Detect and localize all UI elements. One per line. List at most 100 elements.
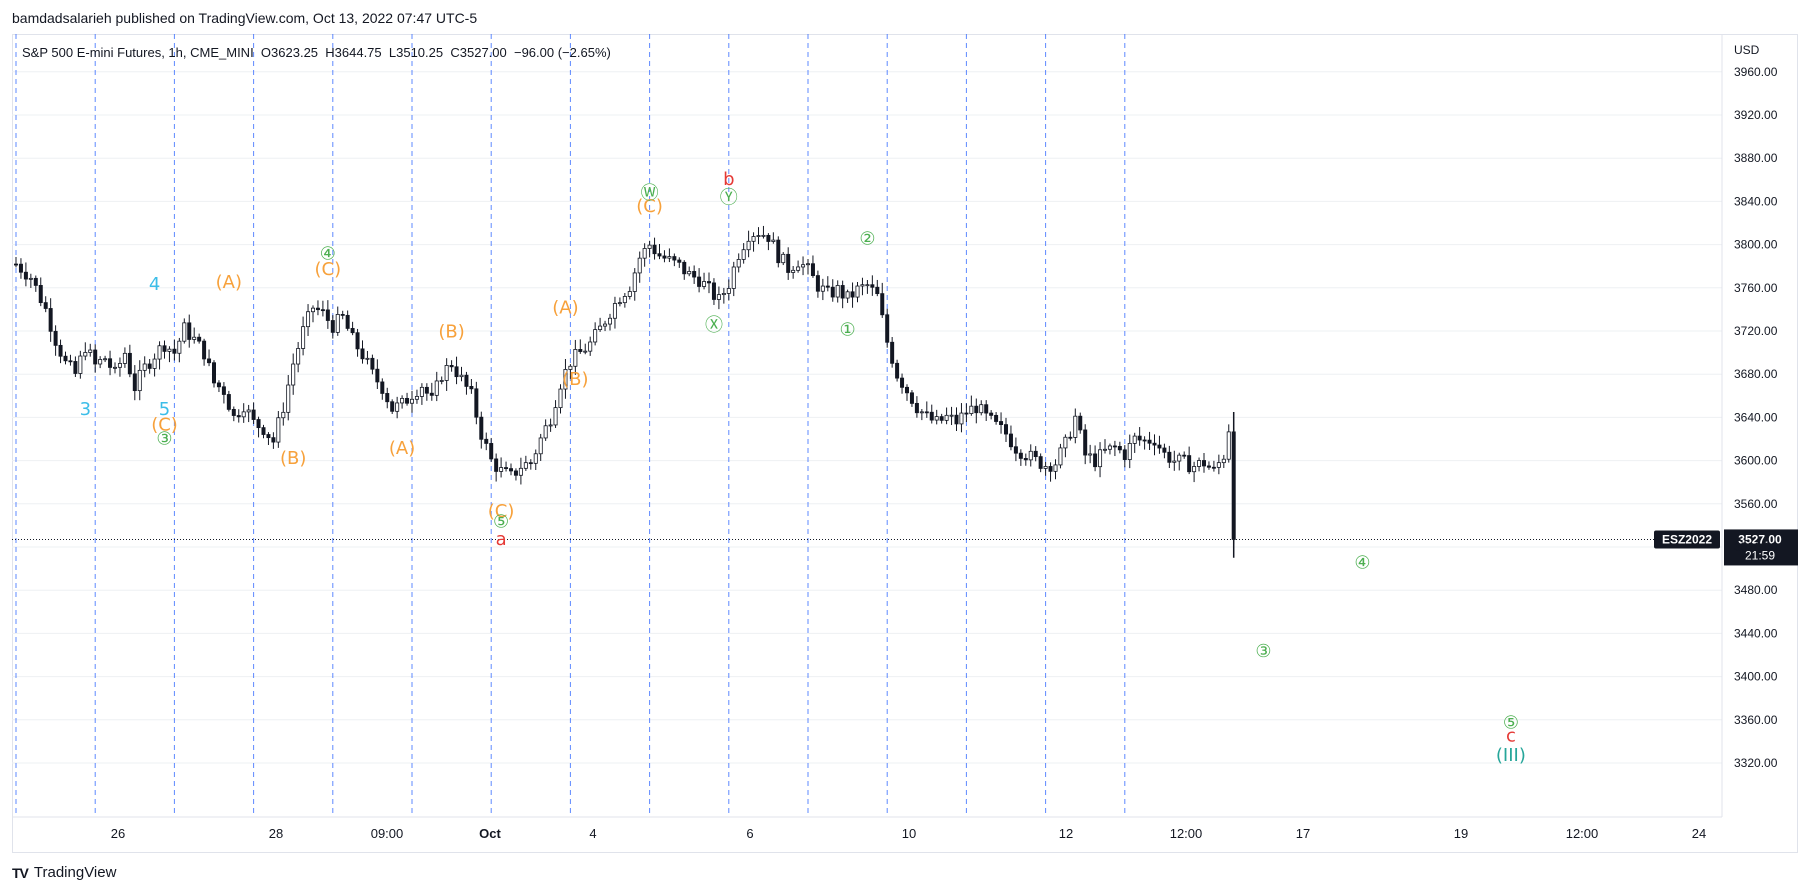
candle-body	[494, 458, 499, 472]
candle-body	[103, 358, 108, 361]
candle-body	[68, 360, 73, 363]
tradingview-logo-icon: TV	[12, 864, 29, 881]
y-tick-label: 3640.00	[1734, 410, 1778, 424]
candle-body	[414, 396, 419, 400]
candle-body	[627, 291, 632, 297]
y-tick-label: 3400.00	[1734, 670, 1778, 684]
candle-body	[870, 284, 875, 288]
candle-body	[513, 470, 518, 476]
wave-label: Ⓦ	[641, 183, 659, 204]
candle-body	[13, 263, 18, 266]
candle-body	[568, 365, 573, 370]
candle-body	[890, 341, 895, 364]
candle-body	[603, 323, 608, 327]
candle-body	[172, 348, 177, 354]
candle-body	[43, 302, 48, 309]
candle-body	[241, 411, 246, 418]
candle-body	[865, 284, 870, 287]
x-tick-label: 12:00	[1566, 826, 1599, 841]
candle-body	[1177, 454, 1182, 462]
candle-body	[108, 358, 113, 368]
price-line: ESZ2022 3527.00 21:59	[12, 529, 1798, 566]
candle-body	[449, 365, 454, 368]
candle-body	[73, 361, 78, 374]
candle-body	[1068, 436, 1073, 439]
candle-body	[885, 314, 890, 343]
candle-body	[246, 409, 251, 413]
candle-body	[974, 405, 979, 414]
candle-body	[687, 271, 692, 275]
candle-body	[820, 285, 825, 292]
candle-body	[78, 355, 83, 374]
y-tick-label: 3800.00	[1734, 238, 1778, 252]
candle-body	[929, 411, 934, 421]
wave-label: ⑤	[493, 512, 509, 533]
candle-body	[48, 308, 53, 332]
y-tick-label: 3920.00	[1734, 108, 1778, 122]
candle-body	[424, 386, 429, 394]
candle-body	[919, 411, 924, 414]
x-tick-label: 19	[1454, 826, 1468, 841]
y-tick-label: 3680.00	[1734, 367, 1778, 381]
candle-body	[147, 363, 152, 369]
candle-body	[1018, 452, 1023, 459]
candle-body	[98, 359, 103, 365]
candle-body	[113, 366, 118, 369]
legend-close: C3527.00	[450, 45, 507, 60]
candle-body	[588, 341, 593, 352]
wave-label: 3	[80, 399, 91, 420]
candle-body	[1226, 431, 1231, 460]
price-tag-countdown: 21:59	[1745, 548, 1775, 562]
candle-body	[1206, 465, 1211, 468]
legend-open: O3623.25	[260, 45, 319, 60]
y-tick-label: 3880.00	[1734, 151, 1778, 165]
candle-body	[469, 386, 474, 390]
candle-body	[345, 314, 350, 329]
candle-body	[840, 285, 845, 299]
candle-body	[533, 453, 538, 464]
candle-body	[1038, 456, 1043, 469]
candle-body	[385, 393, 390, 403]
candle-body	[984, 404, 989, 414]
wave-annotations: 43 5(C)③(A)(B)④(C)(B)(A)(C)⑤a(A)(B)(C)ⓌbⓎ…	[80, 169, 1526, 766]
vertical-dashed-lines	[15, 34, 1126, 817]
candle-body	[875, 286, 880, 295]
tradingview-brand[interactable]: TV TradingView	[12, 864, 116, 881]
candle-body	[375, 368, 380, 383]
candle-body	[1152, 442, 1157, 446]
y-tick-label: 3600.00	[1734, 454, 1778, 468]
brand-name: TradingView	[33, 864, 117, 881]
candle-body	[553, 407, 558, 426]
candle-body	[1167, 451, 1172, 463]
wave-label: (A)	[389, 438, 415, 459]
wave-label: (C)	[151, 414, 178, 435]
candle-body	[796, 266, 801, 271]
candle-body	[122, 352, 127, 364]
candle-body	[1008, 433, 1013, 448]
candle-body	[231, 408, 236, 416]
candle-body	[1098, 449, 1103, 468]
candle-body	[1043, 466, 1048, 469]
candle-body	[370, 357, 375, 370]
candle-body	[350, 328, 355, 334]
candle-body	[934, 416, 939, 421]
candle-body	[1107, 445, 1112, 450]
candle-body	[726, 288, 731, 294]
candle-body	[1157, 444, 1162, 449]
candle-body	[1083, 429, 1088, 456]
x-tick-label: 6	[746, 826, 753, 841]
candle-body	[1197, 460, 1202, 467]
candle-body	[612, 303, 617, 319]
candle-body	[459, 374, 464, 378]
candle-body	[1187, 455, 1192, 473]
candle-body	[202, 340, 207, 360]
wave-label: ③	[156, 428, 172, 449]
candle-body	[504, 467, 509, 469]
candle-body	[197, 336, 202, 342]
chart-frame	[12, 34, 1798, 853]
candle-body	[1088, 453, 1093, 456]
grid-lines	[12, 71, 1722, 764]
candle-body	[538, 437, 543, 455]
y-tick-label: 3840.00	[1734, 194, 1778, 208]
